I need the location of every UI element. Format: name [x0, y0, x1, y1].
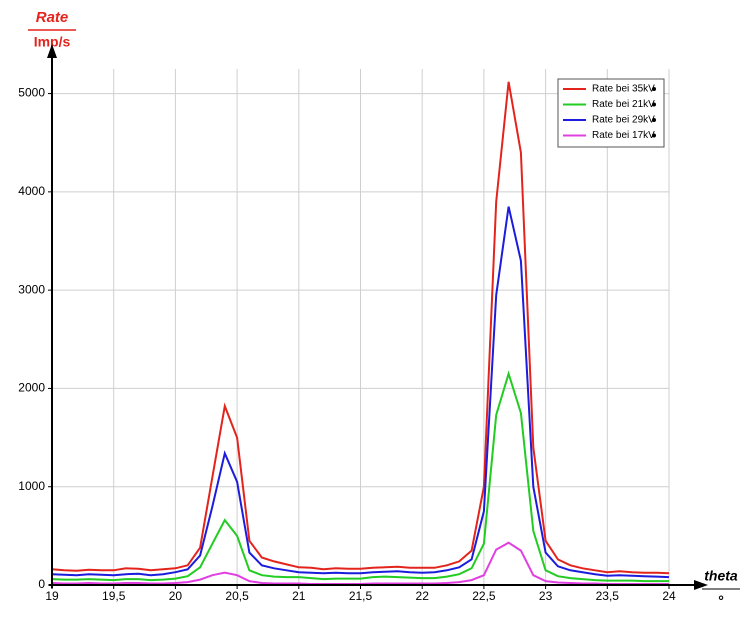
- x-tick-label: 19: [45, 589, 59, 603]
- legend-label: Rate bei 21kV: [592, 99, 655, 110]
- series-line: [51, 370, 669, 583]
- legend-dot: [652, 118, 656, 122]
- series-line: [51, 206, 670, 579]
- y-tick-label: 4000: [18, 184, 45, 198]
- legend-dot: [652, 133, 656, 138]
- y-tick-label: 5000: [18, 86, 45, 100]
- x-axis-title: theta: [704, 568, 738, 584]
- y-axis-title: Rate: [36, 9, 69, 26]
- legend: Rate bei 35kV Rate bei 21kV Rate bei 29kV R…: [557, 78, 665, 148]
- legend-dot: [652, 87, 656, 91]
- x-tick-label: 20: [169, 589, 183, 603]
- x-tick-label: 23,5: [596, 589, 620, 603]
- ticks: 0 1000 2000 3000 4000 5000 19 19,5 20 20,5 21 21,5 2…: [18, 86, 676, 603]
- x-axis-arrow: [694, 580, 708, 590]
- y-tick-label: 0: [38, 577, 45, 591]
- legend-dot: [652, 102, 656, 107]
- x-tick-label: 22,5: [472, 589, 496, 603]
- y-axis-unit: Imp/s: [34, 34, 71, 50]
- y-tick-label: 1000: [18, 479, 45, 493]
- x-tick-label: 23: [539, 589, 553, 603]
- x-axis-unit: °: [718, 593, 724, 609]
- legend-label: Rate bei 35kV: [592, 84, 655, 95]
- y-axis-arrow: [47, 44, 57, 58]
- y-tick-label: 3000: [18, 282, 45, 296]
- x-tick-label: 21: [292, 589, 306, 603]
- x-tick-label: 20,5: [225, 589, 249, 603]
- x-tick-label: 19,5: [102, 589, 126, 603]
- x-tick-label: 22: [416, 589, 430, 603]
- legend-label: Rate bei 17kV: [592, 130, 655, 141]
- series-line: [51, 81, 670, 575]
- y-tick-label: 2000: [18, 381, 45, 395]
- x-tick-label: 21,5: [349, 589, 373, 603]
- x-tick-label: 24: [662, 589, 676, 603]
- legend-label: Rate bei 29kV: [592, 115, 655, 126]
